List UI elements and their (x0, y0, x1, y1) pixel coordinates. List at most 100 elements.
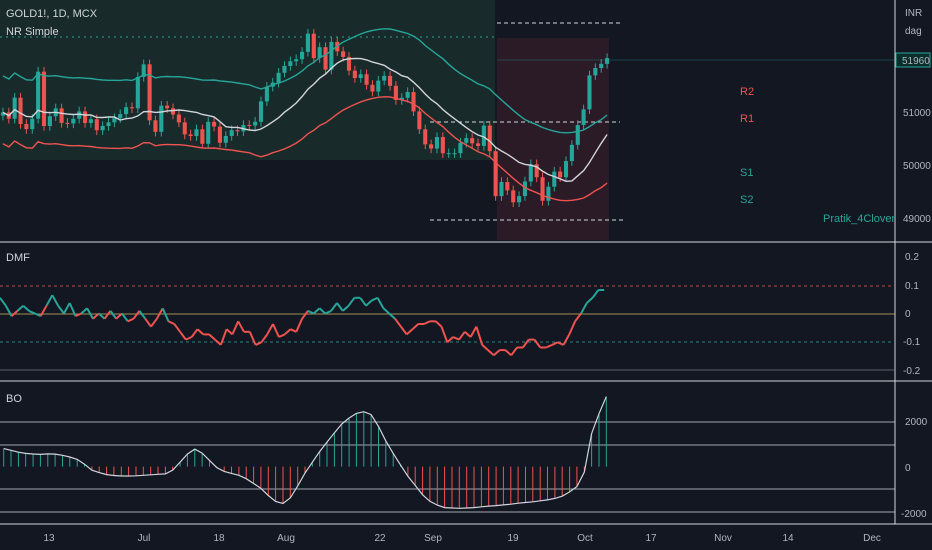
candle-body (112, 118, 117, 123)
time-tick: 18 (213, 533, 225, 544)
dmf-segment (150, 318, 158, 328)
candle-body (106, 122, 111, 126)
candle-body (194, 129, 199, 137)
candle-body (376, 80, 381, 92)
dmf-segment (115, 312, 123, 320)
dmf-segment (98, 312, 106, 320)
dmf-tick: -0.2 (903, 366, 921, 377)
candle-body (605, 58, 610, 64)
candle-body (534, 164, 539, 178)
r2-label: R2 (740, 86, 754, 98)
candle-body (352, 70, 357, 78)
dmf-segment (435, 320, 443, 328)
dmf-segment (376, 297, 385, 309)
symbol-title[interactable]: GOLD1!, 1D, MCX (6, 8, 98, 20)
dmf-segment (63, 302, 71, 314)
candle-body (176, 114, 181, 123)
candle-body (317, 47, 322, 59)
time-tick: 17 (645, 533, 657, 544)
candle-body (71, 118, 76, 124)
candle-body (223, 135, 228, 143)
s2-label: S2 (740, 194, 753, 206)
dmf-segment (260, 333, 269, 343)
candle-body (47, 116, 52, 127)
candle-body (393, 85, 398, 100)
time-tick: Aug (277, 533, 295, 544)
candle-body (141, 64, 146, 77)
dmf-label[interactable]: DMF (6, 252, 30, 264)
candle-body (253, 121, 258, 126)
dmf-segment (510, 346, 518, 356)
dmf-segment (347, 297, 356, 307)
bo-tick: 0 (905, 463, 911, 474)
candle-body (405, 92, 410, 98)
candle-body (41, 71, 47, 127)
candle-body (276, 72, 281, 83)
dmf-segment (330, 302, 338, 312)
dmf-segment (284, 328, 292, 336)
dmf-segment (388, 312, 396, 320)
dmf-segment (551, 341, 559, 346)
candle-body (288, 61, 293, 66)
candle-body (153, 120, 158, 132)
bo-label[interactable]: BO (6, 393, 22, 405)
dmf-segment (266, 323, 274, 335)
dmf-segment (481, 344, 489, 351)
last-price-marker (895, 52, 931, 68)
dmf-segment (45, 294, 54, 307)
candle-body (546, 186, 551, 201)
dmf-segment (475, 326, 484, 346)
dmf-segment (324, 309, 332, 315)
candle-body (65, 122, 70, 124)
candle-body (499, 182, 504, 197)
candle-body (329, 41, 334, 70)
candle-body (475, 143, 481, 146)
candle-body (212, 121, 217, 127)
candle-body (323, 47, 328, 70)
candle-body (82, 111, 88, 123)
dmf-segment (295, 318, 304, 333)
dmf-segment (394, 318, 402, 328)
candle-body (581, 109, 586, 126)
candle-body (30, 118, 35, 130)
candle-body (147, 64, 152, 121)
dmf-segment (185, 336, 193, 341)
candle-body (511, 190, 516, 203)
candle-body (370, 84, 375, 92)
candle-body (423, 129, 428, 145)
candle-body (452, 153, 457, 155)
dmf-segment (504, 349, 512, 357)
dmf-segment (574, 312, 582, 322)
candle-body (165, 105, 170, 109)
candle-body (88, 119, 93, 123)
candle-body (59, 108, 64, 123)
dmf-segment (440, 326, 449, 343)
time-tick: 14 (782, 533, 794, 544)
candle-body (118, 114, 123, 119)
candle-body (94, 119, 99, 131)
time-tick: 22 (374, 533, 386, 544)
dmf-segment (219, 328, 228, 346)
watermark: Pratik_4Clover (823, 213, 895, 225)
candle-body (522, 181, 528, 197)
candle-body (575, 125, 580, 145)
candle-body (229, 130, 234, 136)
dmf-segment (336, 302, 344, 312)
dmf-segment (423, 320, 431, 325)
s1-label: S1 (740, 167, 753, 179)
candle-body (599, 63, 604, 69)
dmf-segment (318, 307, 326, 315)
price-tick: 50000 (903, 161, 931, 172)
dmf-segment (39, 305, 48, 317)
dmf-segment (290, 328, 297, 333)
dmf-segment (16, 304, 24, 312)
indicator-label[interactable]: NR Simple (6, 26, 59, 38)
dmf-segment (313, 307, 321, 315)
dmf-segment (301, 310, 309, 320)
candle-body (135, 76, 140, 109)
dmf-segment (469, 326, 478, 338)
dmf-segment (28, 309, 36, 315)
dmf-segment (557, 341, 564, 346)
dmf-segment (51, 294, 59, 307)
